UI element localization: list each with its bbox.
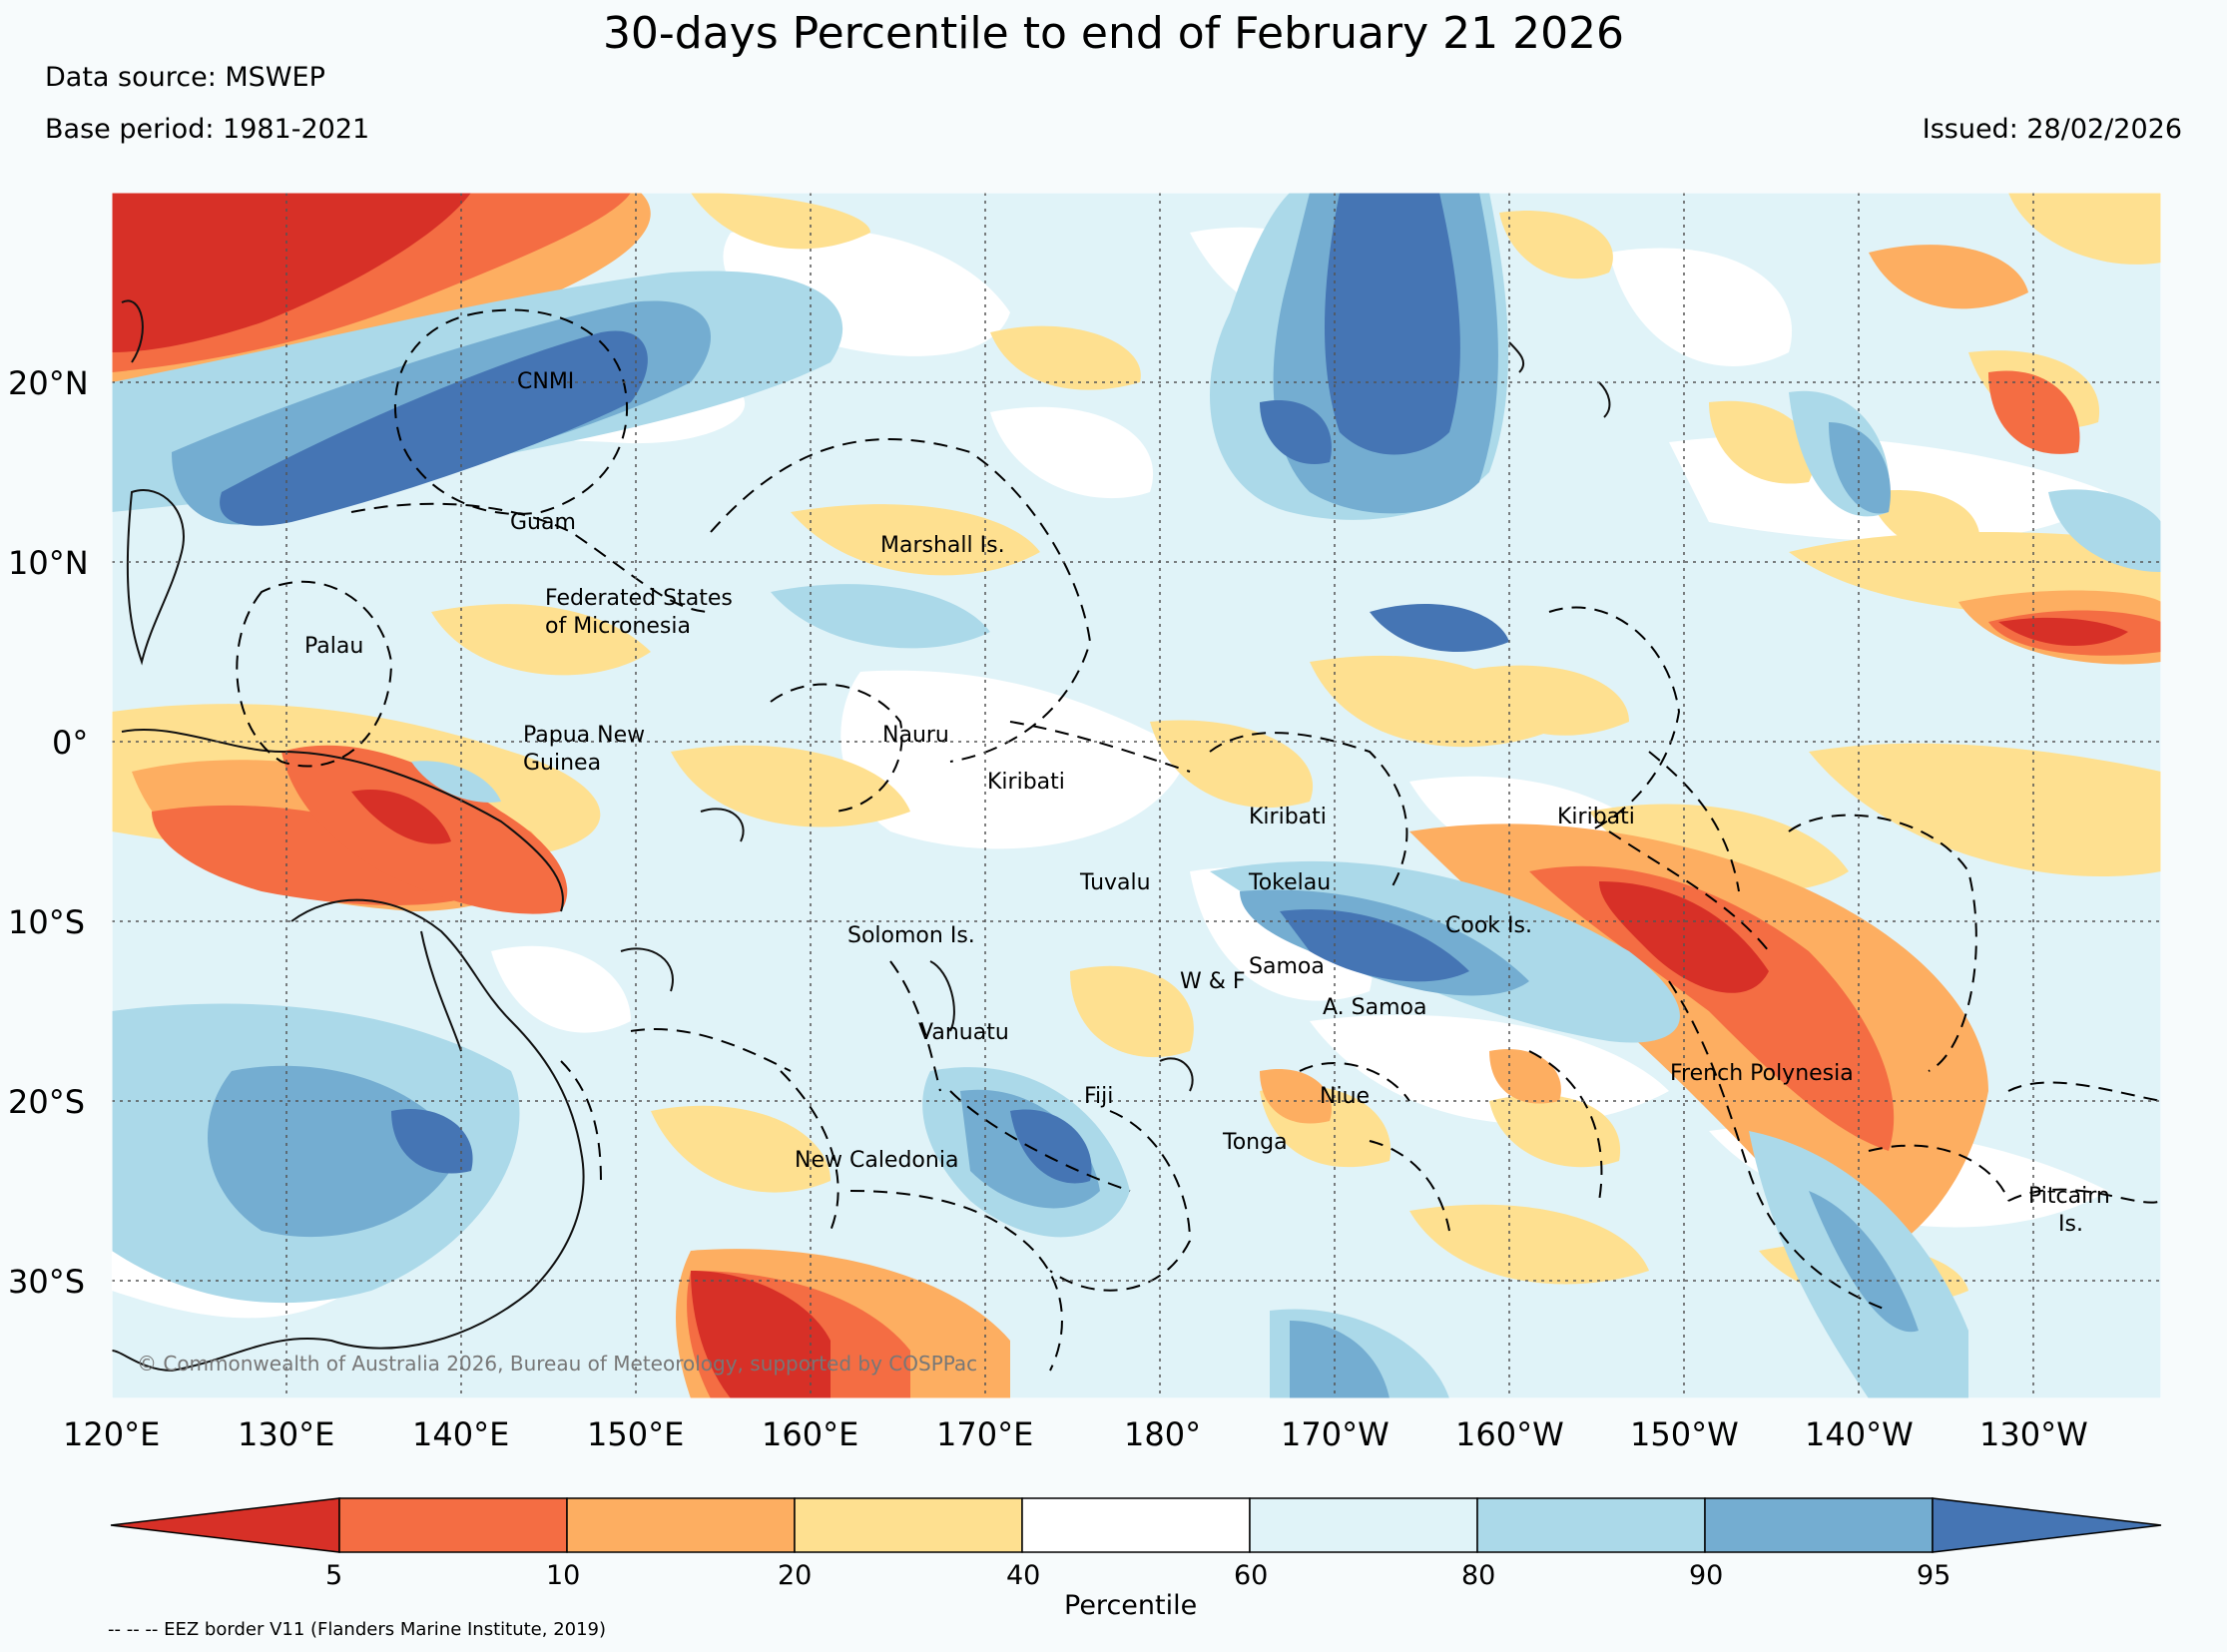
lon-label-160e: 160°E [762, 1415, 859, 1453]
data-source-label: Data source: MSWEP [45, 62, 325, 93]
copyright-notice: © Commonwealth of Australia 2026, Bureau… [137, 1352, 977, 1376]
region-label-cnmi: CNMI [517, 369, 574, 394]
colorbar-extend-low [110, 1497, 340, 1553]
region-label-tuvalu: Tuvalu [1079, 870, 1151, 895]
region-label-tonga: Tonga [1222, 1130, 1288, 1155]
eez-borders [236, 308, 2161, 1372]
region-label-png-line2: Guinea [523, 751, 601, 776]
issued-date-label: Issued: 28/02/2026 [1922, 114, 2182, 145]
colorbar-tick-40: 40 [1006, 1560, 1041, 1591]
lat-label-10s: 10°S [8, 903, 86, 941]
colorbar-tick-60: 60 [1234, 1560, 1269, 1591]
region-label-nauru: Nauru [882, 723, 949, 748]
region-label-fsm-line1: Federated States [545, 586, 733, 611]
region-label-pitcairn-line2: Is. [2058, 1212, 2083, 1237]
colorbar-segment-60-80 [1249, 1497, 1478, 1553]
colorbar-tick-80: 80 [1461, 1560, 1496, 1591]
region-label-solomon-islands: Solomon Is. [847, 923, 975, 948]
colorbar [110, 1497, 2162, 1553]
lat-label-10n: 10°N [8, 544, 89, 582]
region-label-new-caledonia: New Caledonia [795, 1148, 958, 1173]
region-label-kiribati-east: Kiribati [1557, 805, 1635, 829]
region-label-tokelau: Tokelau [1248, 870, 1331, 895]
lat-label-30s: 30°S [8, 1263, 86, 1301]
colorbar-segment-10-20 [566, 1497, 796, 1553]
lon-label-130e: 130°E [238, 1415, 335, 1453]
lat-label-20n: 20°N [8, 364, 89, 402]
lon-label-170e: 170°E [936, 1415, 1034, 1453]
coastlines [112, 299, 1611, 1373]
colorbar-tick-10: 10 [546, 1560, 581, 1591]
lat-label-equator: 0° [52, 724, 89, 762]
percentile-map[interactable]: CNMI Guam Marshall Is. Federated States … [112, 193, 2161, 1398]
lon-label-180: 180° [1124, 1415, 1202, 1453]
colorbar-segments [110, 1497, 2162, 1553]
region-label-png-line1: Papua New [523, 723, 645, 748]
colorbar-tick-5: 5 [325, 1560, 343, 1591]
colorbar-tick-20: 20 [778, 1560, 813, 1591]
eez-footnote: -- -- -- EEZ border V11 (Flanders Marine… [108, 1619, 607, 1640]
lat-label-20s: 20°S [8, 1083, 86, 1121]
lon-label-140w: 140°W [1805, 1415, 1914, 1453]
very-dry-regions [112, 193, 2128, 1398]
region-label-samoa: Samoa [1249, 954, 1325, 979]
colorbar-segment-40-60 [1021, 1497, 1251, 1553]
colorbar-segment-80-90 [1476, 1497, 1706, 1553]
region-label-kiribati-west: Kiribati [987, 770, 1065, 795]
colorbar-segment-20-40 [794, 1497, 1023, 1553]
colorbar-segment-5-10 [338, 1497, 568, 1553]
colorbar-segment-90-95 [1704, 1497, 1934, 1553]
base-period-label: Base period: 1981-2021 [45, 114, 370, 145]
lon-label-160w: 160°W [1455, 1415, 1564, 1453]
lon-label-170w: 170°W [1281, 1415, 1390, 1453]
colorbar-title: Percentile [1064, 1590, 1198, 1621]
png-mainland [281, 745, 568, 914]
region-label-palau: Palau [304, 634, 363, 659]
very-wet-regions [220, 193, 1509, 1184]
lon-label-150w: 150°W [1630, 1415, 1739, 1453]
region-label-niue: Niue [1320, 1084, 1370, 1109]
colorbar-tick-95: 95 [1917, 1560, 1951, 1591]
region-label-vanuatu: Vanuatu [918, 1020, 1009, 1045]
region-label-wallis-futuna: W & F [1180, 969, 1246, 994]
region-label-kiribati-central: Kiribati [1249, 805, 1327, 829]
lon-label-120e: 120°E [63, 1415, 161, 1453]
region-label-fsm-line2: of Micronesia [545, 614, 691, 639]
region-label-fiji: Fiji [1084, 1084, 1113, 1109]
map-title: 30-days Percentile to end of February 21… [602, 8, 1625, 59]
lon-label-150e: 150°E [587, 1415, 685, 1453]
region-label-marshall-islands: Marshall Is. [880, 533, 1005, 558]
region-label-guam: Guam [510, 510, 576, 535]
region-label-french-polynesia: French Polynesia [1670, 1061, 1854, 1086]
lon-label-140e: 140°E [412, 1415, 510, 1453]
region-label-cook-islands: Cook Is. [1445, 913, 1532, 938]
colorbar-tick-90: 90 [1689, 1560, 1724, 1591]
lon-label-130w: 130°W [1979, 1415, 2088, 1453]
colorbar-extend-high [1932, 1497, 2162, 1553]
graticule [112, 193, 2161, 1398]
region-label-pitcairn-line1: Pitcairn [2028, 1184, 2110, 1209]
region-label-american-samoa: A. Samoa [1323, 995, 1426, 1020]
